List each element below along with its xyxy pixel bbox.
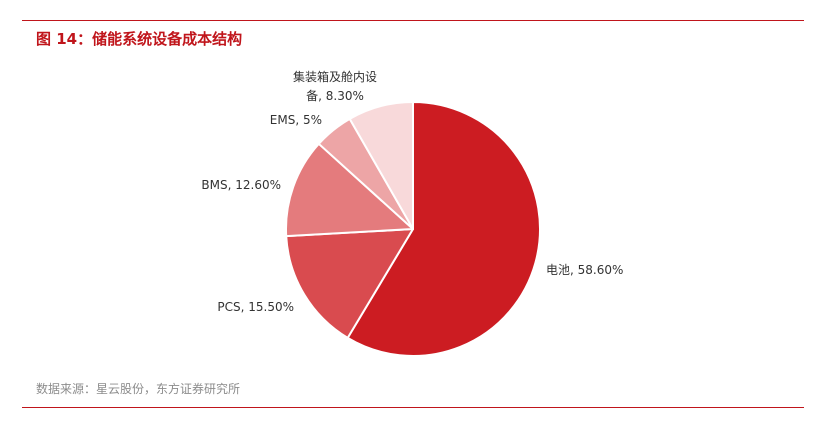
bottom-rule (22, 407, 804, 408)
top-rule (22, 20, 804, 21)
pie-slices (285, 101, 541, 357)
pie-slice-bms (285, 142, 414, 238)
data-source-note: 数据来源：星云股份，东方证券研究所 (36, 382, 241, 396)
pie-slice-battery (346, 101, 541, 357)
pie-slice-pcs (285, 228, 414, 339)
slice-label-container-line1: 集装箱及舱内设 (293, 69, 377, 84)
slice-label-battery: 电池, 58.60% (546, 263, 623, 277)
slice-label-ems: EMS, 5% (270, 113, 322, 127)
slice-label-bms: BMS, 12.60% (201, 178, 281, 192)
slice-label-container-line2: 备, 8.30% (306, 89, 364, 103)
pie-slice-container (348, 101, 414, 230)
figure-title: 图 14：储能系统设备成本结构 (36, 30, 243, 48)
slice-label-pcs: PCS, 15.50% (217, 300, 294, 314)
